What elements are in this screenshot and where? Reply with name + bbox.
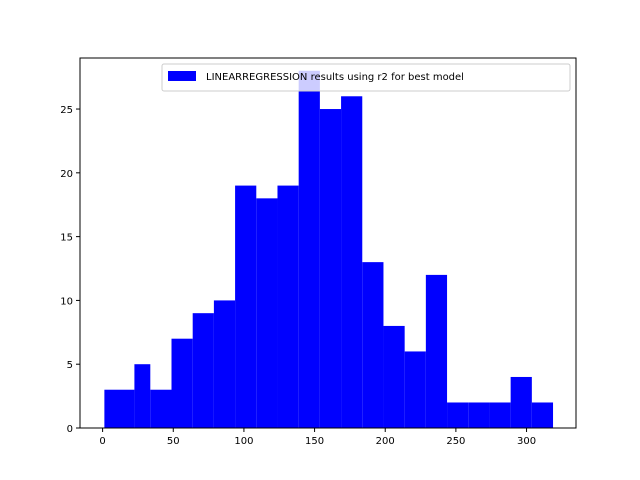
x-tick-label: 100 — [234, 436, 253, 447]
histogram-bar — [489, 402, 511, 428]
histogram-bar — [531, 402, 554, 428]
y-tick-label: 10 — [60, 296, 73, 307]
histogram-bar — [319, 109, 342, 428]
y-tick-label: 20 — [60, 169, 73, 180]
histogram-bar — [425, 274, 448, 428]
histogram-bar — [235, 185, 257, 428]
y-axis-ticks: 0 5 10 15 20 25 — [60, 105, 80, 435]
histogram-bar — [171, 338, 193, 428]
histogram-bar — [104, 389, 135, 428]
legend-box — [161, 63, 571, 92]
histogram-bar — [150, 389, 172, 428]
histogram-bar — [383, 325, 405, 428]
x-tick-label: 0 — [99, 436, 105, 447]
histogram-bar — [404, 351, 426, 428]
histogram-bar — [213, 300, 236, 428]
histogram-bar — [256, 198, 278, 428]
x-tick-label: 250 — [446, 436, 465, 447]
y-tick-label: 25 — [60, 105, 73, 116]
x-axis-ticks: 0 50 100 150 200 250 300 — [99, 428, 536, 447]
x-tick-label: 50 — [167, 436, 180, 447]
y-tick-label: 0 — [67, 424, 73, 435]
histogram-bar — [277, 185, 299, 428]
histogram-bars — [104, 70, 554, 429]
x-tick-label: 150 — [305, 436, 324, 447]
plot-frame — [79, 57, 577, 429]
histogram-bar — [510, 376, 532, 428]
legend-swatch — [168, 71, 196, 81]
histogram-bar — [192, 313, 214, 428]
histogram-bar — [447, 402, 469, 428]
histogram-bar — [134, 364, 151, 428]
x-tick-label: 300 — [517, 436, 536, 447]
legend-label: LINEARREGRESSION results using r2 for be… — [206, 72, 464, 83]
histogram-bar — [298, 70, 320, 429]
histogram-bar — [341, 96, 363, 428]
legend: LINEARREGRESSION results using r2 for be… — [161, 63, 571, 92]
histogram-bar — [468, 402, 490, 428]
histogram-bar — [362, 262, 384, 428]
y-tick-label: 5 — [67, 360, 73, 371]
y-tick-label: 15 — [60, 233, 73, 244]
x-tick-label: 200 — [376, 436, 395, 447]
